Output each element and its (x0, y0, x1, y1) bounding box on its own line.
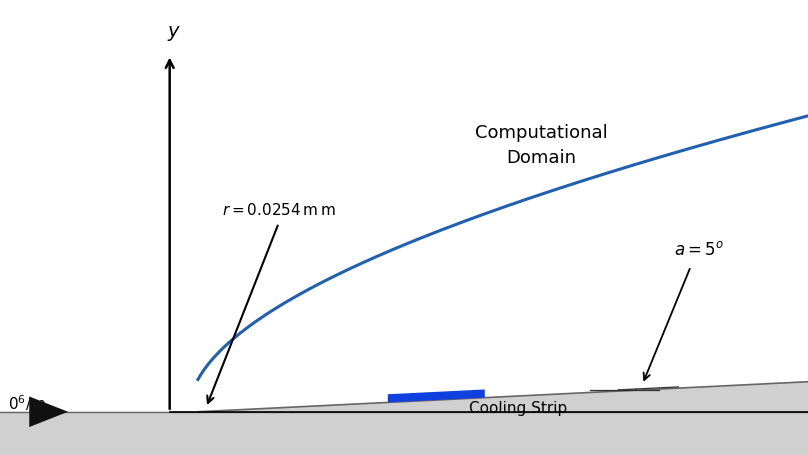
Text: $0^6/\mathrm{m}$: $0^6/\mathrm{m}$ (8, 393, 46, 413)
Text: $y$: $y$ (166, 24, 181, 43)
Polygon shape (0, 382, 808, 455)
Text: $a = 5^{o}$: $a = 5^{o}$ (674, 241, 724, 259)
Text: $r = 0.0254\,\mathrm{m\,m}$: $r = 0.0254\,\mathrm{m\,m}$ (222, 202, 335, 218)
Text: Computational
Domain: Computational Domain (475, 124, 608, 167)
Polygon shape (388, 389, 485, 402)
Text: Cooling Strip: Cooling Strip (469, 401, 567, 416)
Polygon shape (29, 396, 68, 427)
